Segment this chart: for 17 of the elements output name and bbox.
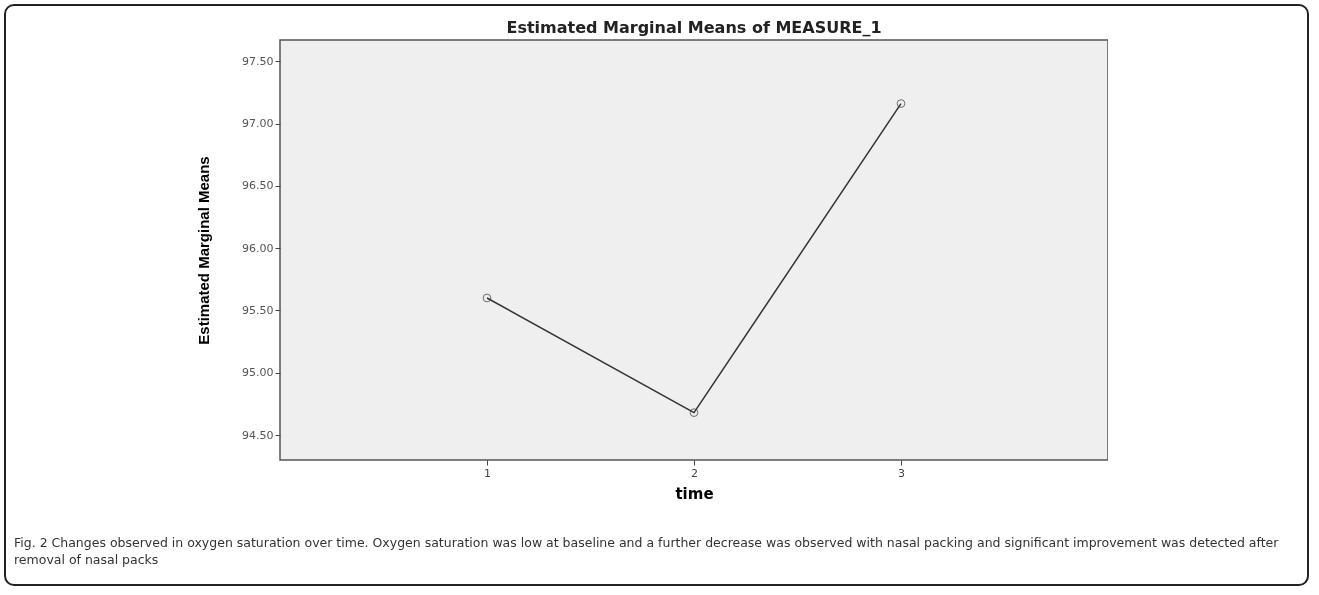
y-tick-label: 95.50 bbox=[242, 303, 274, 317]
point bbox=[482, 293, 492, 303]
x-tick-label: 3 bbox=[898, 466, 905, 480]
y-tick-label: 94.50 bbox=[242, 428, 274, 442]
point bbox=[689, 408, 699, 418]
y-tick-label: 97.50 bbox=[242, 54, 274, 68]
x-axis-title: time bbox=[675, 484, 714, 503]
caption: Fig. 2 Changes observed in oxygen saturation over time. Oxygen saturation was low at baseline and a further decrease was observed with nasal packing and significant improvement was detected after removal of nasal packs bbox=[14, 534, 1280, 568]
y-tick-label: 96.50 bbox=[242, 179, 274, 193]
x-tick-label: 1 bbox=[484, 466, 491, 480]
y-tick-label: 97.00 bbox=[242, 117, 274, 130]
y-axis-title: Estimated Marginal Means bbox=[195, 156, 213, 345]
chart-title: Estimated Marginal Means of MEASURE_1 bbox=[506, 18, 882, 37]
point bbox=[896, 99, 906, 108]
x-tick-label: 2 bbox=[691, 466, 698, 480]
y-tick-label: 95.00 bbox=[242, 366, 274, 380]
y-tick-label: 96.00 bbox=[242, 241, 274, 255]
